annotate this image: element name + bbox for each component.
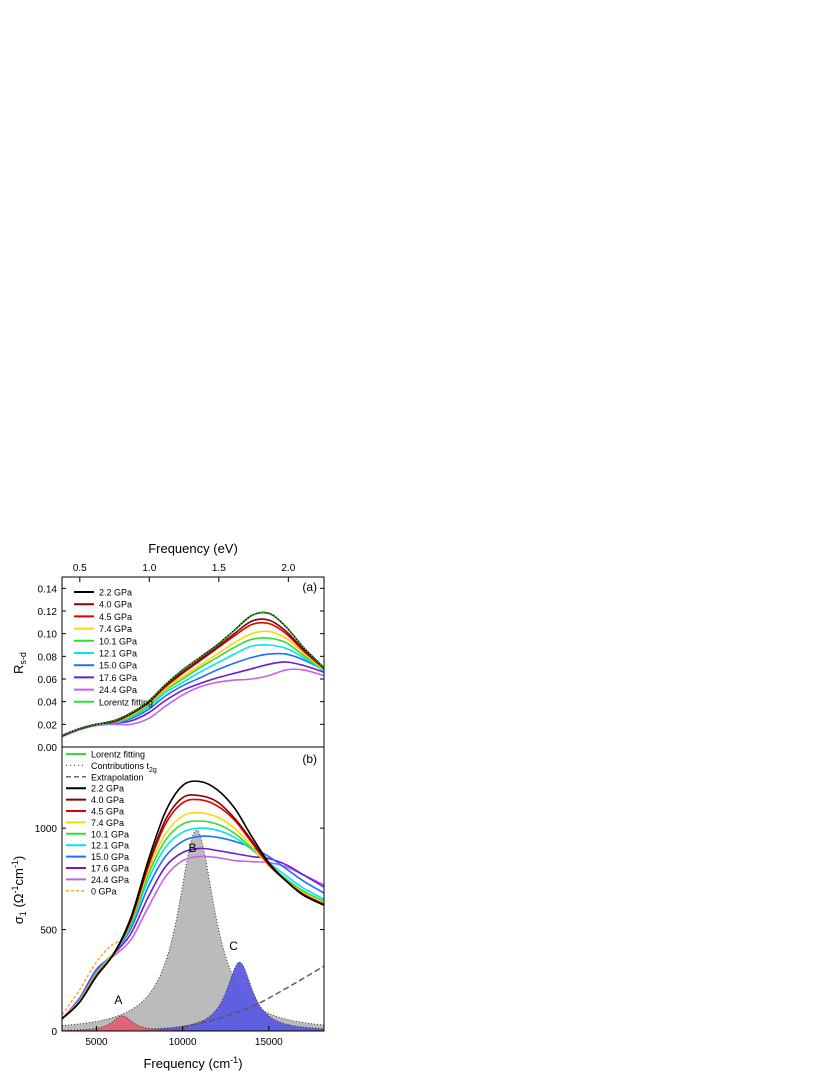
legend-entry: 0 GPa [91,886,117,896]
legend-entry: 4.5 GPa [99,612,132,622]
legend-entry: 15.0 GPa [99,661,137,671]
legend-entry: 10.1 GPa [91,829,129,839]
panel-a-y-axis-label: Rs-d [11,652,28,674]
legend-entry: 2.2 GPa [91,784,124,794]
panel-label-a: (a) [302,580,317,594]
top-x-tick-label: 1.0 [142,563,156,574]
contribution-c-fill [62,962,324,1031]
legend-entry: 17.6 GPa [91,864,129,874]
panel-b: 0 500 1000 5000 10000 15000 (b) Frequency (c… [10,746,325,1071]
top-axis-label: Frequency (eV) [148,541,238,556]
x-tick-label: 5000 [85,1037,108,1048]
top-x-tick-label: 0.5 [73,563,87,574]
legend-entry: 24.4 GPa [91,875,129,885]
legend-entry: 4.0 GPa [91,795,124,805]
y-tick-label: 0.12 [38,607,58,618]
series-7-4-gpa-line [61,630,325,737]
panel-a-legend: 2.2 GPa 4.0 GPa 4.5 GPa 7.4 GPa 10.1 GPa 12.1… [74,588,153,707]
series-extrapolation-line [182,965,325,1028]
y-tick-label: 0 [51,1027,57,1038]
contribution-b-fill [62,830,324,1031]
panel-a-top-axis: 0.5 1.0 1.5 2.0 [73,563,296,582]
y-tick-label: 0.02 [38,720,58,731]
y-tick-label: 1000 [35,824,58,835]
panel-b-frame [61,746,325,1032]
legend-entry: 10.1 GPa [99,636,137,646]
legend-entry: Lorentz fitting [91,750,145,760]
legend-entry: Extrapolation [91,772,144,782]
y-tick-label: 500 [40,926,57,937]
panel-b-y-axis: 0 500 1000 [35,824,324,1038]
legend-entry: 7.4 GPa [91,818,124,828]
panel-b-x-axis: 5000 10000 15000 [85,1026,283,1048]
legend-entry: 4.0 GPa [99,600,132,610]
lorentz-fit-overlay [61,611,325,737]
y-tick-label: 0.10 [38,630,58,641]
top-x-tick-label: 1.5 [212,563,226,574]
panel-label-b: (b) [302,752,317,766]
legend-entry: Contributions t2g [91,761,157,774]
conductivity-curves [61,780,325,1028]
legend-entry: 24.4 GPa [99,685,137,695]
legend-entry: 15.0 GPa [91,852,129,862]
panel-b-y-axis-label: σ1 (Ω-1cm-1) [10,856,28,924]
legend-entry: 7.4 GPa [99,624,132,634]
legend-entry: 12.1 GPa [91,841,129,851]
legend-entry: 17.6 GPa [99,673,137,683]
y-tick-label: 0.14 [38,584,58,595]
contribution-labels: A B C [114,841,238,1007]
x-tick-label: 10000 [169,1037,197,1048]
legend-entry: 2.2 GPa [99,588,132,598]
y-tick-label: 0.06 [38,675,58,686]
contribution-a-fill [62,1015,324,1031]
series-2-2-gpa-line [61,780,325,1020]
legend-entry: Lorentz fitting [99,697,153,707]
reflectance-curves [61,611,325,738]
contribution-label-a: A [114,993,122,1007]
panel-b-x-axis-label: Frequency (cm-1) [143,1055,242,1071]
panel-a: Frequency (eV) 0.00 0.02 0.04 0.06 0.08 0.10 0… [11,541,325,754]
y-tick-label: 0.04 [38,698,58,709]
contribution-c-outline [62,961,324,1031]
contribution-label-c: C [229,939,238,953]
top-x-tick-label: 2.0 [281,563,295,574]
y-tick-label: 0.08 [38,652,58,663]
x-tick-label: 15000 [255,1037,283,1048]
y-tick-label: 0.00 [38,743,58,754]
legend-entry: 12.1 GPa [99,649,137,659]
contribution-label-b: B [188,841,196,855]
legend-entry: 4.5 GPa [91,807,124,817]
